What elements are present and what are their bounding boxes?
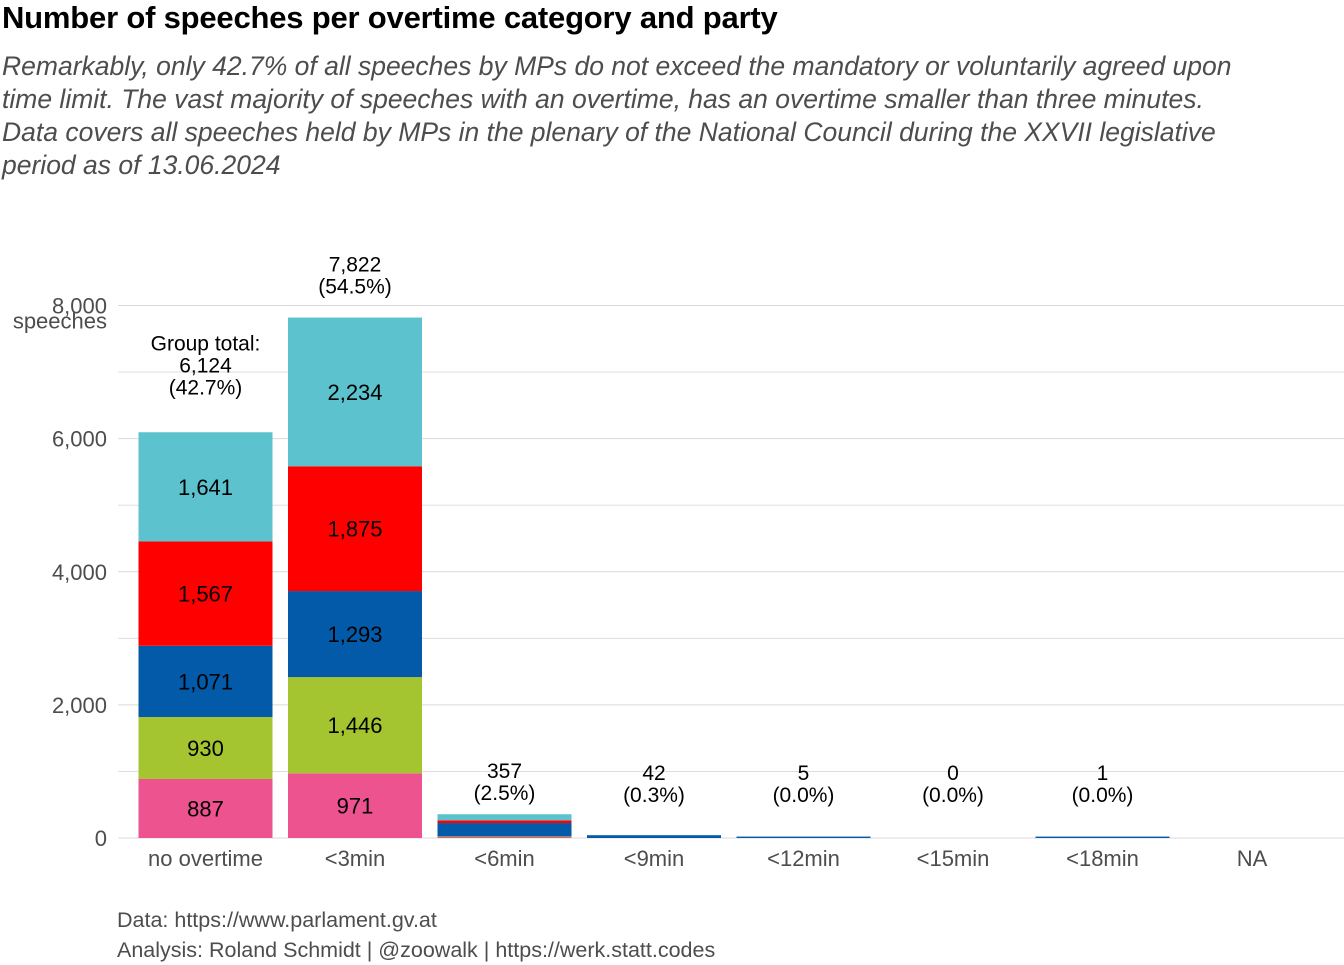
total-label: 1 <box>1097 762 1109 785</box>
bar-segment <box>288 773 422 838</box>
bar-segment <box>288 466 422 592</box>
bar-segment <box>138 717 273 779</box>
total-label: (54.5%) <box>318 275 392 298</box>
bar-segment <box>288 591 422 678</box>
chart-title: Number of speeches per overtime category… <box>2 0 778 35</box>
chart-subtitle: Remarkably, only 42.7% of all speeches b… <box>2 50 1342 182</box>
bar-segment <box>138 432 273 542</box>
x-tick-label: <18min <box>1066 846 1139 871</box>
total-label: (0.0%) <box>1072 784 1134 807</box>
x-tick-label: <15min <box>917 846 990 871</box>
y-tick-label: 2,000 <box>52 693 107 718</box>
total-label: 42 <box>642 762 665 785</box>
segment-label: 1,641 <box>178 475 233 500</box>
total-label: 6,124 <box>179 354 232 377</box>
bar-segment <box>138 778 273 838</box>
bar-segment <box>587 835 721 838</box>
total-label: (0.3%) <box>623 784 685 807</box>
total-label: 5 <box>798 762 810 785</box>
y-axis-label: speeches <box>13 309 107 334</box>
bar-segment <box>288 677 422 774</box>
segment-label: 971 <box>337 794 374 819</box>
y-tick-label: 0 <box>95 826 107 851</box>
segment-label: 1,875 <box>327 517 382 542</box>
x-tick-label: <12min <box>767 846 840 871</box>
y-tick-label: 6,000 <box>52 427 107 452</box>
chart-caption: Data: https://www.parlament.gv.at Analys… <box>117 905 715 965</box>
bar-segment <box>437 823 572 837</box>
total-label: (42.7%) <box>169 376 243 399</box>
segment-label: 1,293 <box>327 622 382 647</box>
caption-analysis: Analysis: Roland Schmidt | @zoowalk | ht… <box>117 938 716 962</box>
subtitle-line: time limit. The vast majority of speeche… <box>2 84 1204 114</box>
segment-label: 1,567 <box>178 582 233 607</box>
subtitle-line: Data covers all speeches held by MPs in … <box>2 117 1216 147</box>
x-tick-label: <9min <box>624 846 685 871</box>
segment-label: 1,446 <box>327 713 382 738</box>
bar-segment <box>138 541 273 646</box>
subtitle-line: period as of 13.06.2024 <box>2 150 281 180</box>
subtitle-line: Remarkably, only 42.7% of all speeches b… <box>2 51 1232 81</box>
bar-segment <box>1035 836 1170 838</box>
segment-label: 1,071 <box>178 669 233 694</box>
total-label: (0.0%) <box>922 784 984 807</box>
total-label: (2.5%) <box>474 782 536 805</box>
segment-label: 930 <box>187 736 224 761</box>
total-label: 357 <box>487 760 522 783</box>
bar-segment <box>288 317 422 467</box>
total-label: 0 <box>947 762 959 785</box>
segment-label: 887 <box>187 796 224 821</box>
total-label: (0.0%) <box>773 784 835 807</box>
x-tick-label: <3min <box>325 846 386 871</box>
x-tick-label: no overtime <box>148 846 263 871</box>
bar-segment <box>437 814 572 821</box>
segment-label: 2,234 <box>327 380 382 405</box>
y-tick-label: 4,000 <box>52 560 107 585</box>
y-tick-label: 8,000 <box>52 294 107 319</box>
total-label: Group total: <box>151 332 261 355</box>
bar-segment <box>437 836 572 838</box>
bar-segment <box>138 645 273 718</box>
total-label: 7,822 <box>329 253 382 276</box>
x-tick-label: NA <box>1237 846 1268 871</box>
x-tick-label: <6min <box>474 846 535 871</box>
bar-segment <box>736 836 871 838</box>
caption-data-source: Data: https://www.parlament.gv.at <box>117 908 437 932</box>
bar-segment <box>437 820 572 824</box>
